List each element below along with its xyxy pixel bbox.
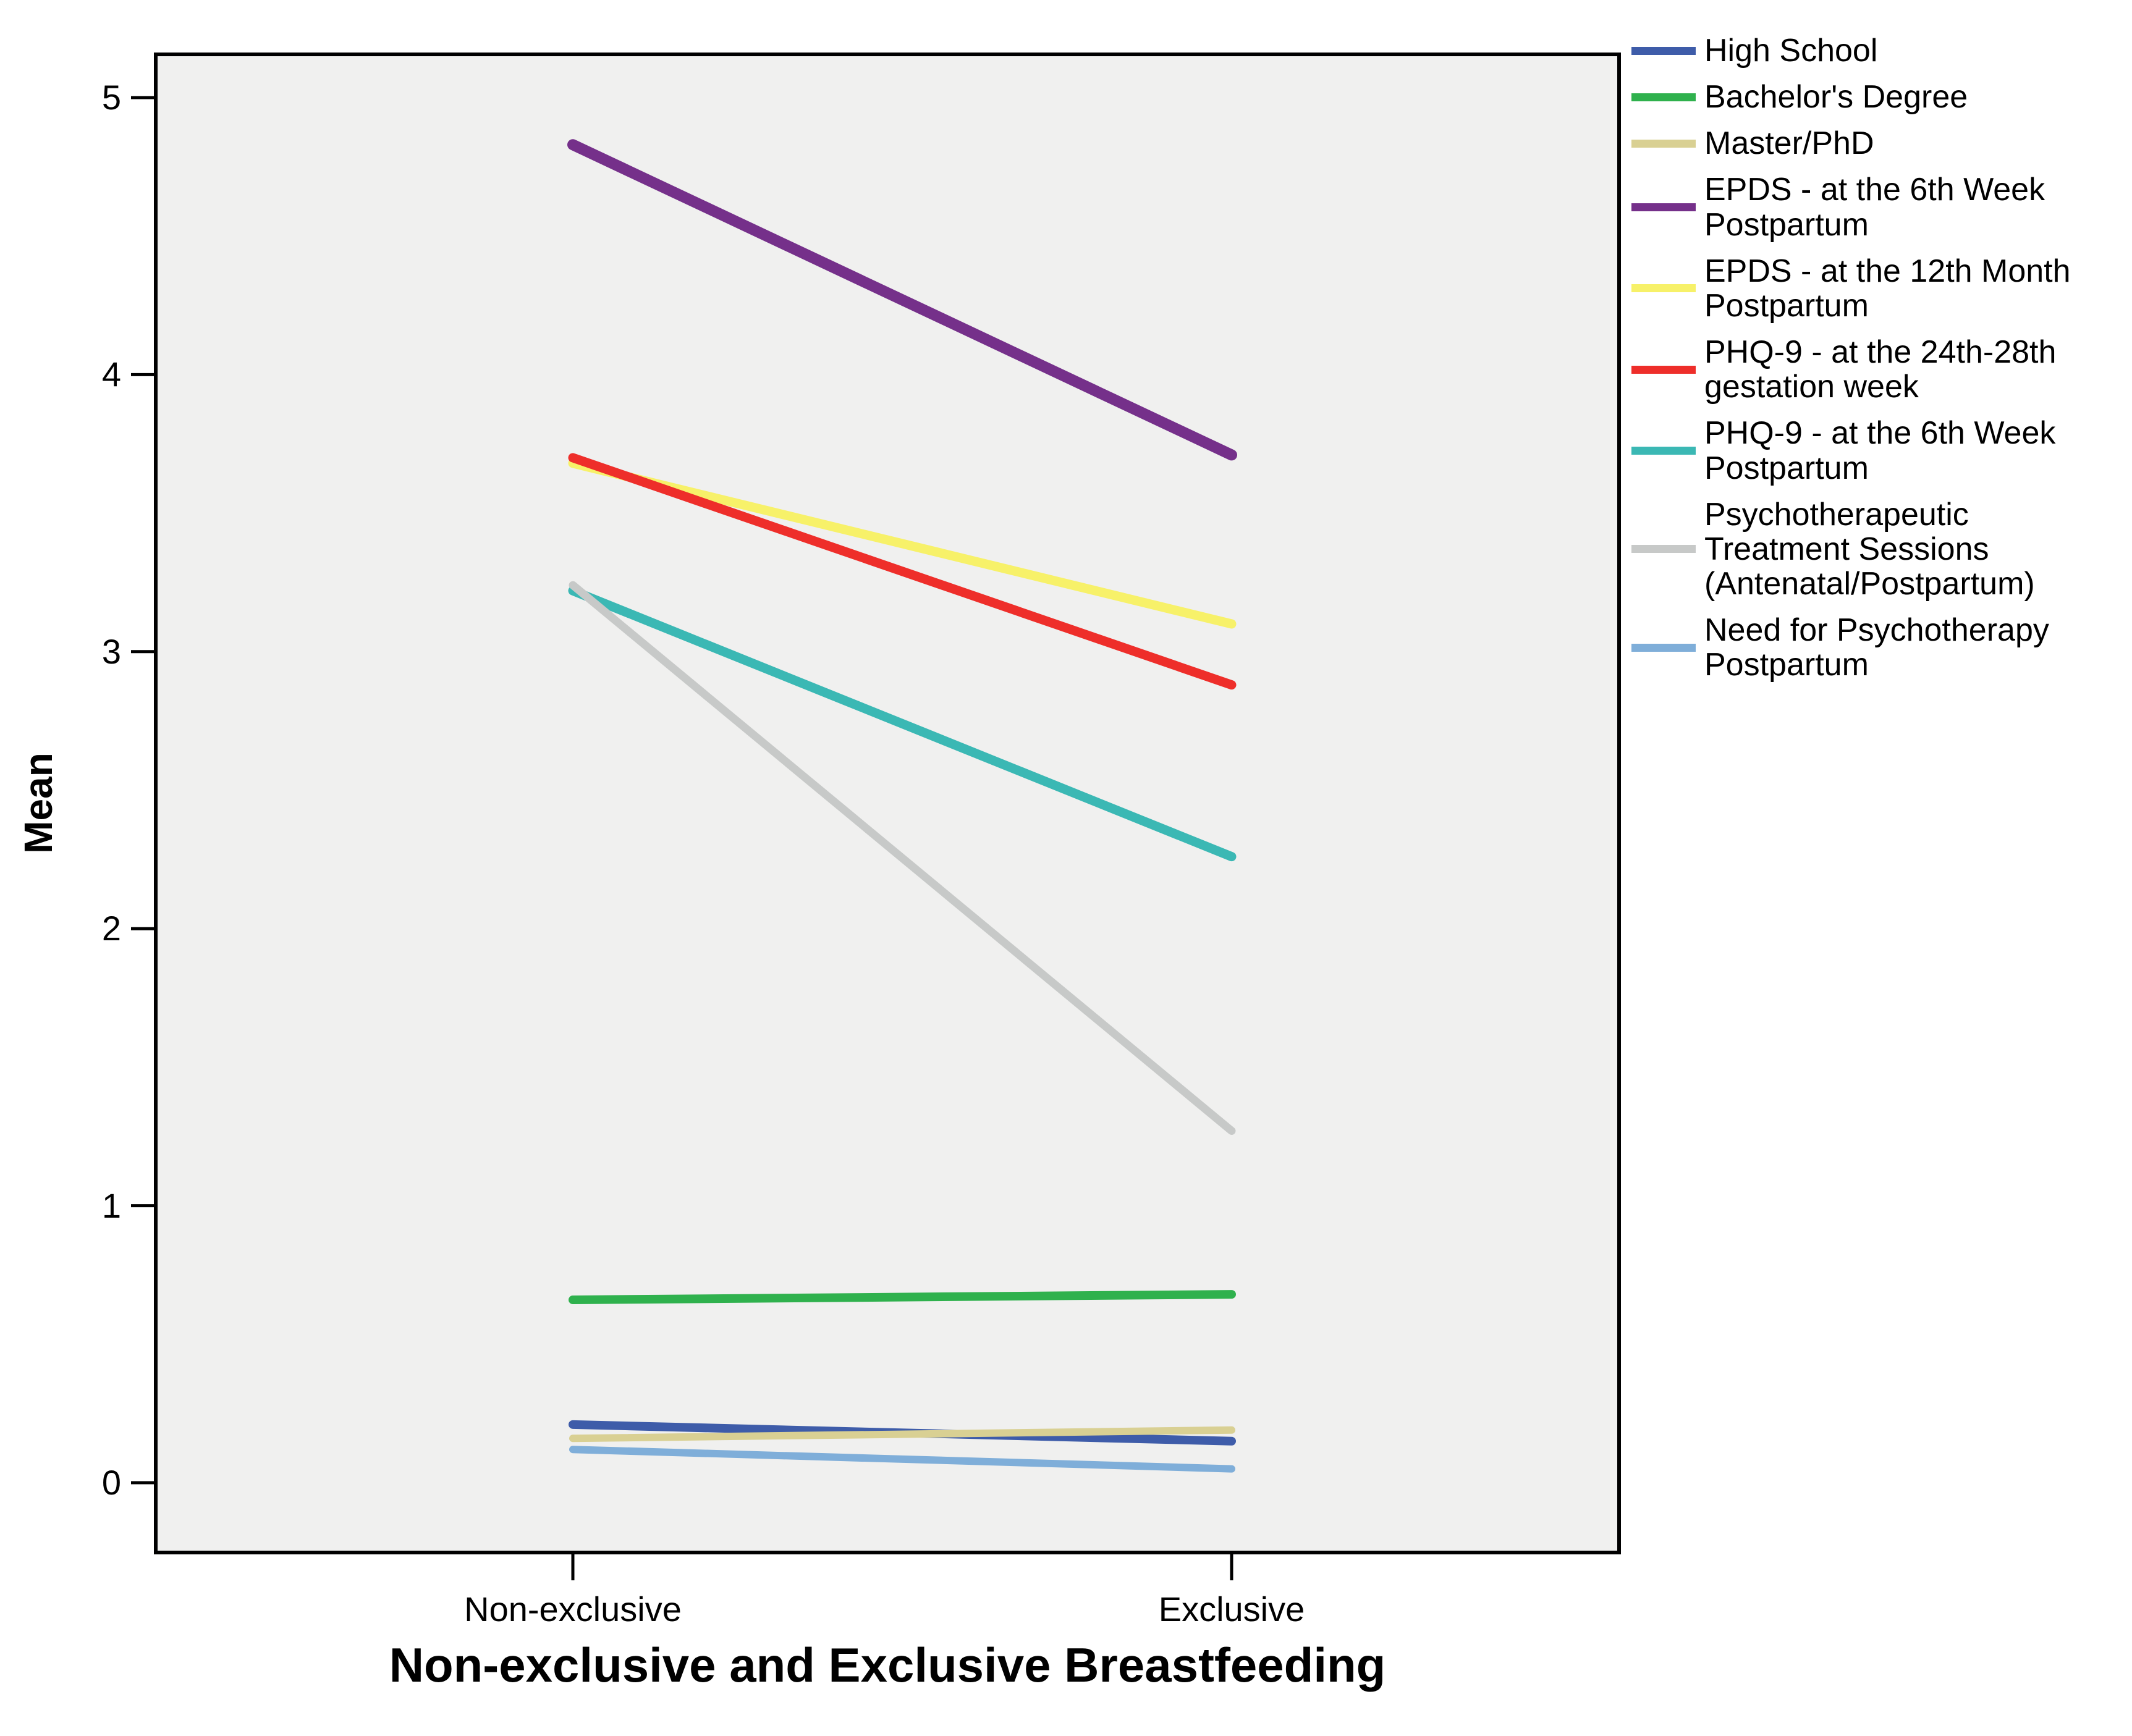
legend-item: PHQ-9 - at the 24th-28th gestation week <box>1631 335 2126 404</box>
series-line-6 <box>568 586 1237 862</box>
plot-border <box>154 53 1621 1554</box>
legend-item: Need for Psychotherapy Postpartum <box>1631 612 2126 683</box>
y-tick-label: 2 <box>101 909 121 948</box>
x-axis-title: Non-exclusive and Exclusive Breastfeedin… <box>389 1638 1386 1692</box>
legend-label: EPDS - at the 6th Week Postpartum <box>1704 172 2045 243</box>
legend-label: Need for Psychotherapy Postpartum <box>1704 612 2049 683</box>
x-tick-label-exclusive: Exclusive <box>1158 1590 1305 1629</box>
x-tick-label-non-exclusive: Non-exclusive <box>464 1590 682 1629</box>
series-line-2 <box>569 1426 1235 1443</box>
legend-label: EPDS - at the 12th Month Postpartum <box>1704 253 2071 324</box>
legend-label: Bachelor's Degree <box>1704 79 1968 116</box>
legend-item: EPDS - at the 6th Week Postpartum <box>1631 172 2126 242</box>
series-line-7 <box>569 581 1236 1136</box>
legend-swatch-psychotherapeutic-sessions <box>1631 545 1696 554</box>
legend-item: Psychotherapeutic Treatment Sessions (An… <box>1631 497 2126 601</box>
y-tick-label: 3 <box>101 631 121 671</box>
y-tick-label: 1 <box>101 1186 121 1225</box>
legend-label: PHQ-9 - at the 24th-28th gestation week <box>1704 334 2057 405</box>
legend-swatch-phq9-6th-week <box>1631 447 1696 455</box>
series-line-1 <box>569 1290 1236 1305</box>
legend-label: Psychotherapeutic Treatment Sessions (An… <box>1704 496 2035 602</box>
legend-swatch-high-school <box>1631 46 1696 55</box>
legend: High School Bachelor's Degree Master/PhD… <box>1631 33 2126 683</box>
legend-item: Master/PhD <box>1631 126 2126 161</box>
legend-item: EPDS - at the 12th Month Postpartum <box>1631 254 2126 323</box>
series-line-8 <box>569 1446 1235 1473</box>
legend-item: Bachelor's Degree <box>1631 80 2126 114</box>
series-line-5 <box>568 453 1237 690</box>
legend-label: Master/PhD <box>1704 125 1874 162</box>
legend-swatch-epds-12th-month <box>1631 284 1696 293</box>
y-tick-label: 4 <box>101 355 121 394</box>
y-tick-label: 0 <box>101 1463 121 1502</box>
legend-swatch-need-psychotherapy <box>1631 643 1696 652</box>
y-axis-title: Mean <box>16 752 61 854</box>
legend-swatch-master-phd <box>1631 139 1696 148</box>
legend-swatch-bachelors-degree <box>1631 93 1696 101</box>
series-line-4 <box>568 458 1237 629</box>
legend-swatch-phq9-gestation <box>1631 365 1696 374</box>
legend-label: High School <box>1704 33 1878 69</box>
series-line-3 <box>567 139 1237 461</box>
legend-item: High School <box>1631 33 2126 68</box>
y-tick-label: 5 <box>101 78 121 117</box>
plot-area <box>156 54 1619 1553</box>
legend-item: PHQ-9 - at the 6th Week Postpartum <box>1631 415 2126 486</box>
legend-swatch-epds-6th-week <box>1631 203 1696 212</box>
legend-label: PHQ-9 - at the 6th Week Postpartum <box>1704 415 2056 486</box>
